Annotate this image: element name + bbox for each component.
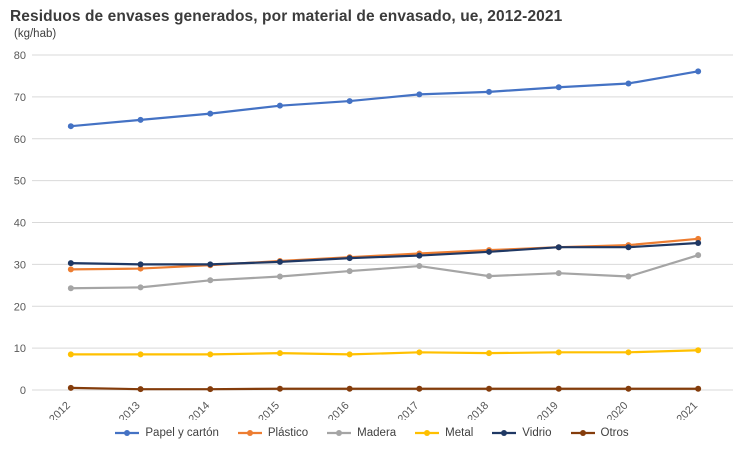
svg-text:2012: 2012 (47, 400, 73, 420)
svg-text:2013: 2013 (117, 400, 143, 420)
svg-text:30: 30 (14, 259, 26, 271)
svg-text:2020: 2020 (605, 400, 631, 420)
svg-text:20: 20 (14, 301, 26, 313)
legend-marker-icon (115, 430, 140, 436)
svg-text:2016: 2016 (326, 400, 352, 420)
legend-marker-icon (237, 430, 262, 436)
legend-item-plastico: Plástico (237, 427, 308, 439)
legend-marker-icon (570, 430, 595, 436)
svg-text:50: 50 (14, 176, 26, 188)
line-chart: 0 10 20 30 40 50 60 70 80 2012 2013 2014 2015 2016 201… (14, 50, 733, 420)
chart-title: Residuos de envases generados, por mater… (10, 8, 563, 25)
legend-label: Vidrio (522, 427, 552, 439)
legend-marker-icon (415, 430, 440, 436)
svg-text:70: 70 (14, 92, 26, 104)
svg-text:2019: 2019 (535, 400, 561, 420)
legend-marker-icon (492, 430, 517, 436)
svg-text:2015: 2015 (256, 400, 282, 420)
legend-label: Otros (600, 427, 629, 439)
legend-marker-icon (327, 430, 352, 436)
legend-item-metal: Metal (414, 427, 473, 439)
svg-text:10: 10 (14, 343, 26, 355)
legend-label: Metal (445, 427, 474, 439)
legend-item-vidrio: Vidrio (491, 427, 552, 439)
legend-label: Papel y cartón (145, 427, 219, 439)
svg-text:60: 60 (14, 134, 26, 146)
legend-label: Madera (357, 427, 397, 439)
svg-text:2021: 2021 (674, 400, 700, 420)
svg-text:2017: 2017 (396, 400, 422, 420)
svg-text:0: 0 (20, 385, 26, 397)
svg-text:2018: 2018 (465, 400, 491, 420)
chart-legend: Papel y cartón Plástico Madera Metal Vidrio O… (0, 420, 743, 446)
chart-subtitle: (kg/hab) (14, 28, 57, 40)
svg-text:40: 40 (14, 218, 26, 230)
legend-item-papel-y-carton: Papel y cartón (114, 427, 219, 439)
svg-text:80: 80 (14, 50, 26, 62)
legend-label: Plástico (267, 427, 309, 439)
svg-text:2014: 2014 (187, 400, 213, 420)
legend-item-otros: Otros (570, 427, 629, 439)
legend-item-madera: Madera (326, 427, 396, 439)
